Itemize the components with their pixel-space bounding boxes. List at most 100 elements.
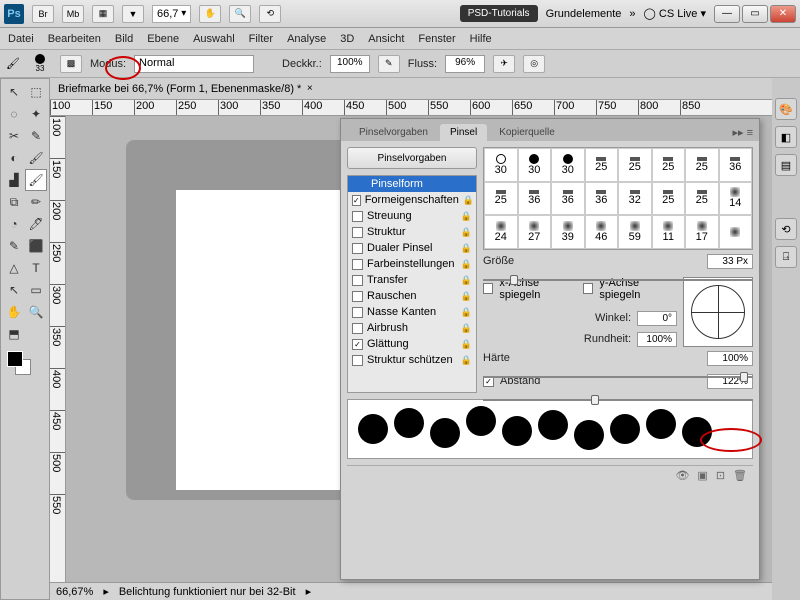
section-airbrush[interactable]: Airbrush🔒 [348,320,476,336]
color-swatches[interactable] [3,349,47,377]
angle-control[interactable] [683,277,753,347]
tool-6-0[interactable]: ◔ [3,213,25,235]
new-brush-icon[interactable]: ▣ [697,469,707,482]
menu-3d[interactable]: 3D [340,33,354,45]
mode-dropdown[interactable]: Normal [134,55,254,73]
tool-2-0[interactable]: ✂ [3,125,25,147]
tool-11-1[interactable] [25,323,47,345]
section-transfer[interactable]: Transfer🔒 [348,272,476,288]
brush-preview[interactable]: 33 [28,52,52,76]
cslive-button[interactable]: ◯ CS Live ▾ [644,7,706,20]
section-nasse-kanten[interactable]: Nasse Kanten🔒 [348,304,476,320]
menu-filter[interactable]: Filter [249,33,273,45]
chevron-icon[interactable]: » [629,8,635,20]
layers-panel-icon[interactable]: ◧ [775,126,797,148]
brush-preset[interactable]: 17 [685,215,719,249]
brush-preset[interactable]: 46 [585,215,619,249]
brush-panel-toggle[interactable]: ▩ [60,55,82,73]
brush-preset[interactable]: 24 [484,215,518,249]
airbrush-button[interactable]: ✈ [493,55,515,73]
tool-0-0[interactable]: ↖ [3,81,25,103]
brush-preset[interactable]: 11 [652,215,686,249]
brush-preset[interactable]: 25 [618,148,652,182]
section-glättung[interactable]: ✓Glättung🔒 [348,336,476,352]
tool-7-0[interactable]: ✎ [3,235,25,257]
document-tab[interactable]: Briefmarke bei 66,7% (Form 1, Ebenenmask… [50,78,772,100]
brush-preset[interactable]: 32 [618,182,652,216]
tool-10-1[interactable]: 🔍 [25,301,47,323]
tool-8-1[interactable]: T [25,257,47,279]
minimize-button[interactable]: — [714,5,740,23]
brush-preset[interactable]: 25 [585,148,619,182]
panel-menu-icon[interactable]: ▸▸ ≡ [726,124,759,141]
menu-fenster[interactable]: Fenster [418,33,455,45]
brush-preset[interactable]: 36 [551,182,585,216]
tool-4-0[interactable]: ▟ [3,169,25,191]
hardness-field[interactable]: 100% [707,351,753,366]
tool-10-0[interactable]: ✋ [3,301,25,323]
bridge-button[interactable]: Br [32,5,54,23]
swatches-panel-icon[interactable]: 🎨 [775,98,797,120]
tool-1-0[interactable]: ◌ [3,103,25,125]
rotate-button[interactable]: ⟲ [259,5,281,23]
zoom-dropdown[interactable]: 66,7 ▾ [152,5,191,23]
section-streuung[interactable]: Streuung🔒 [348,208,476,224]
roundness-field[interactable]: 100% [637,332,677,347]
section-farbeinstellungen[interactable]: Farbeinstellungen🔒 [348,256,476,272]
arrange-button[interactable]: ▼ [122,5,144,23]
opacity-pressure-button[interactable]: ✎ [378,55,400,73]
tool-0-1[interactable]: ⬚ [25,81,47,103]
brush-preset[interactable] [719,215,753,249]
channels-panel-icon[interactable]: ▤ [775,154,797,176]
menu-hilfe[interactable]: Hilfe [470,33,492,45]
create-brush-icon[interactable]: ⊡ [716,469,725,482]
brush-preset[interactable]: 36 [719,148,753,182]
menu-bearbeiten[interactable]: Bearbeiten [48,33,101,45]
tool-9-1[interactable]: ▭ [25,279,47,301]
view-extras-button[interactable]: ▦ [92,5,114,23]
menu-ansicht[interactable]: Ansicht [368,33,404,45]
brush-preset[interactable]: 27 [518,215,552,249]
brush-preset[interactable]: 25 [652,182,686,216]
tool-5-1[interactable]: ✏ [25,191,47,213]
tab-brush[interactable]: Pinsel [440,124,487,141]
opacity-field[interactable]: 100% [330,55,370,73]
delete-brush-icon[interactable]: 🗑 [733,469,747,482]
tool-7-1[interactable]: ⬛ [25,235,47,257]
flow-field[interactable]: 96% [445,55,485,73]
brush-preset[interactable]: 14 [719,182,753,216]
tool-1-1[interactable]: ✦ [25,103,47,125]
tool-2-1[interactable]: ✎ [25,125,47,147]
tablet-pressure-button[interactable]: ◎ [523,55,545,73]
brush-preset[interactable]: 25 [652,148,686,182]
tool-3-1[interactable]: 🖌 [25,147,47,169]
status-zoom[interactable]: 66,67% [56,586,93,598]
hand-button[interactable]: ✋ [199,5,221,23]
actions-panel-icon[interactable]: ⍈ [775,246,797,268]
flip-x-checkbox[interactable] [483,283,493,294]
section-rauschen[interactable]: Rauschen🔒 [348,288,476,304]
menu-auswahl[interactable]: Auswahl [193,33,235,45]
toggle-preview-icon[interactable]: 👁 [675,469,689,482]
tool-6-1[interactable]: 🖊 [25,213,47,235]
tool-8-0[interactable]: △ [3,257,25,279]
zoom-button[interactable]: 🔍 [229,5,251,23]
tool-9-0[interactable]: ↖ [3,279,25,301]
menu-datei[interactable]: Datei [8,33,34,45]
tool-4-1[interactable]: 🖌 [25,169,47,191]
brush-preset[interactable]: 25 [484,182,518,216]
brush-preset[interactable]: 36 [585,182,619,216]
section-formeigenschaften[interactable]: ✓Formeigenschaften🔒 [348,192,476,208]
flip-y-checkbox[interactable] [583,283,593,294]
brush-presets-button[interactable]: Pinselvorgaben [347,147,477,169]
section-struktur[interactable]: Struktur🔒 [348,224,476,240]
brush-preset-grid[interactable]: 3030302525252536253636363225251424273946… [483,147,753,250]
brush-preset[interactable]: 39 [551,215,585,249]
tab-clone-source[interactable]: Kopierquelle [489,124,565,141]
section-struktur-schützen[interactable]: Struktur schützen🔒 [348,352,476,368]
tool-3-0[interactable]: ◐ [3,147,25,169]
minibridge-button[interactable]: Mb [62,5,84,23]
section-dualer-pinsel[interactable]: Dualer Pinsel🔒 [348,240,476,256]
tool-11-0[interactable]: ⬒ [3,323,25,345]
menu-ebene[interactable]: Ebene [147,33,179,45]
